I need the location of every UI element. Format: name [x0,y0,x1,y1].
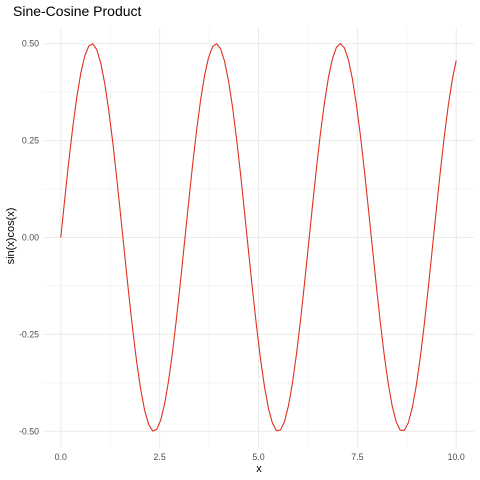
x-tick-label: 5.0 [252,452,264,462]
series-line [60,42,457,432]
x-axis-title: x [256,463,262,475]
x-tick-label: 0.0 [55,452,67,462]
y-tick-label: 0.25 [22,136,39,146]
x-tick-label: 2.5 [154,452,166,462]
y-tick-label: 0.00 [22,233,39,243]
x-axis-ticks: 0.0 2.5 5.0 7.5 10.0 [55,452,465,462]
y-tick-label: 0.50 [22,39,39,49]
grid [43,27,474,448]
y-tick-label: -0.25 [19,329,39,339]
series-layer [60,42,457,432]
x-tick-label: 7.5 [351,452,363,462]
chart-title: Sine-Cosine Product [13,3,142,19]
y-axis-ticks: -0.50 -0.25 0.00 0.25 0.50 [19,39,39,437]
y-tick-label: -0.50 [19,426,39,436]
x-tick-label: 10.0 [448,452,465,462]
y-axis-title: sin(x)cos(x) [5,208,17,265]
